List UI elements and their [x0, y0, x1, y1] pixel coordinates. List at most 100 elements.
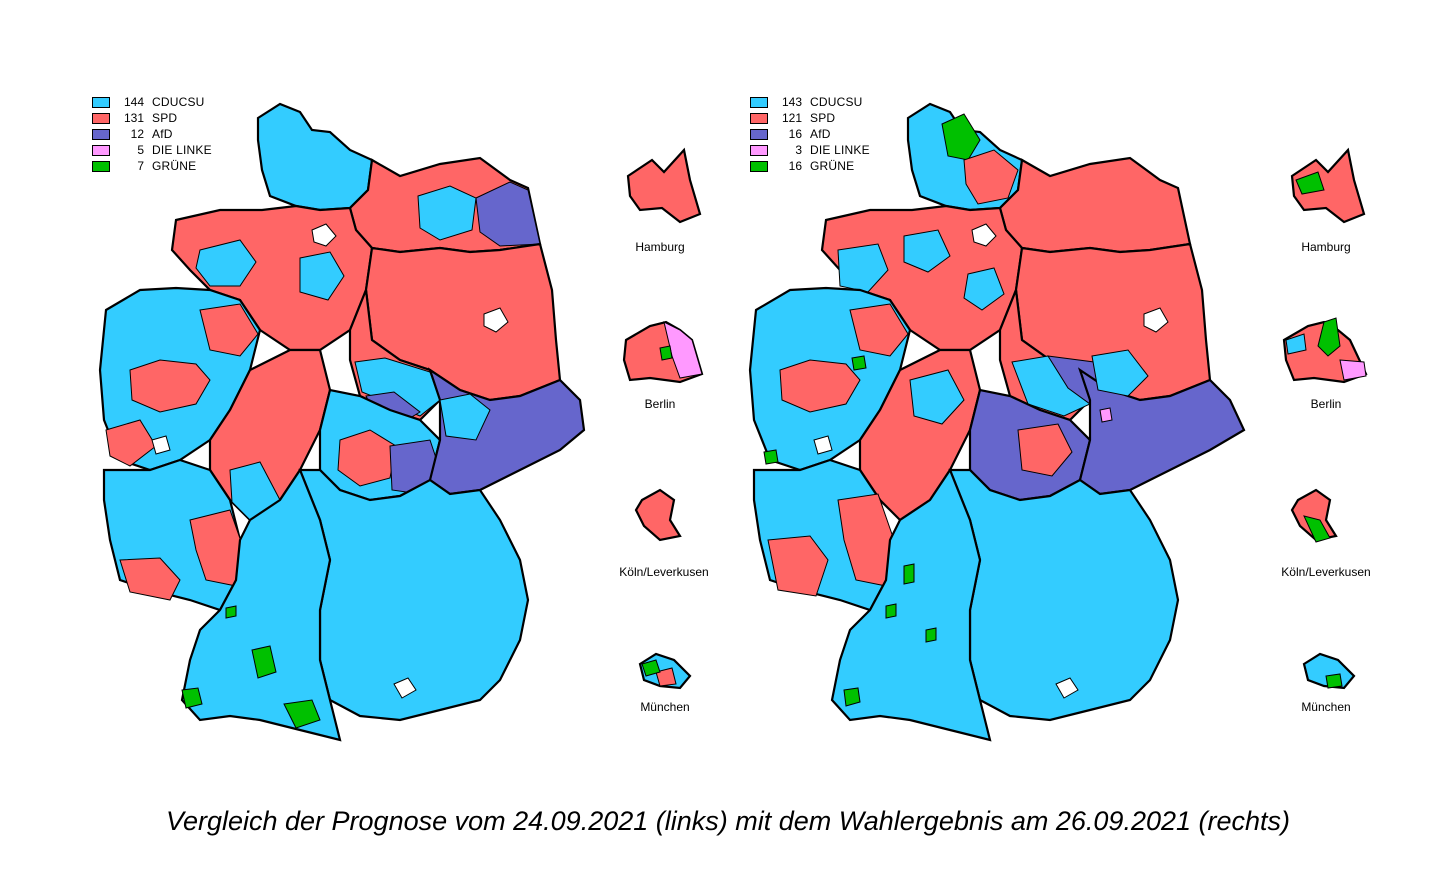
region-sh-spd: [963, 149, 1019, 205]
legend-seats: 131: [123, 111, 144, 125]
region-nrw-spd-west: [105, 419, 157, 467]
city-muenchen-hole: [393, 677, 417, 699]
forecast-legend: 144 CDUCSU 131 SPD 12 AfD 5 DIE LINKE 7 …: [92, 94, 212, 174]
legend-swatch-gruene: [750, 160, 768, 172]
legend-seats: 5: [137, 143, 144, 157]
region-bw-gruene3: [925, 627, 937, 643]
inset-label-muenchen: München: [640, 700, 690, 714]
legend-seats: 16: [788, 159, 802, 173]
inset-koeln: [1290, 488, 1338, 543]
region-nrw-spd-ruhr: [129, 359, 211, 413]
inset-label-muenchen: München: [1301, 700, 1351, 714]
city-koeln-hole: [151, 435, 171, 455]
legend-swatch-afd: [92, 128, 110, 140]
inset-label-koeln: Köln/Leverkusen: [1281, 565, 1371, 579]
legend-swatch-spd: [750, 112, 768, 124]
region-th-spd: [337, 429, 397, 487]
region-sh-gruene: [941, 113, 981, 161]
city-hamburg-hole: [311, 223, 337, 247]
forecast-panel: 144 CDUCSU 131 SPD 12 AfD 5 DIE LINKE 7 …: [0, 0, 728, 790]
legend-party: SPD: [810, 111, 836, 125]
region-bavaria: [298, 468, 530, 722]
city-berlin-hole: [483, 307, 509, 333]
city-hamburg-hole: [971, 223, 997, 247]
inset-berlin: [622, 320, 704, 384]
region-bw-gruene1: [903, 563, 915, 585]
region-hesse-cdu: [909, 369, 965, 425]
region-mv-cdu: [417, 185, 477, 241]
region-bw-gruene4: [225, 605, 237, 619]
region-bw-gruene3: [181, 687, 203, 709]
region-nrw-spd-ruhr: [779, 359, 861, 413]
inset-label-hamburg: Hamburg: [635, 240, 685, 254]
legend-party: CDUCSU: [152, 95, 205, 109]
region-saxony-cdu: [439, 393, 491, 441]
region-bw-gruene2: [283, 699, 321, 729]
legend-swatch-linke: [92, 144, 110, 156]
legend-seats: 12: [130, 127, 144, 141]
legend-swatch-linke: [750, 144, 768, 156]
figure-caption: Vergleich der Prognose vom 24.09.2021 (l…: [165, 806, 1291, 836]
legend-row-afd: 16 AfD: [750, 126, 870, 142]
region-bw: [830, 467, 992, 742]
legend-row-afd: 12 AfD: [92, 126, 212, 142]
legend-party: AfD: [152, 127, 173, 141]
legend-row-cducsu: 144 CDUCSU: [92, 94, 212, 110]
legend-seats: 16: [788, 127, 802, 141]
inset-koeln: [634, 488, 682, 542]
city-berlin-hole: [1143, 307, 1169, 333]
region-saxony-cdu: [1091, 349, 1149, 397]
region-nrw-spd-east: [199, 303, 259, 357]
legend-seats: 143: [781, 95, 802, 109]
inset-label-berlin: Berlin: [644, 397, 676, 411]
legend-party: GRÜNE: [152, 159, 197, 173]
region-bw-gruene1: [251, 645, 277, 679]
region-saarland: [119, 557, 181, 601]
inset-hamburg: [626, 147, 702, 224]
legend-row-linke: 5 DIE LINKE: [92, 142, 212, 158]
legend-swatch-cducsu: [92, 96, 110, 108]
region-mecklenburg: [998, 156, 1192, 254]
city-koeln-hole: [813, 435, 833, 455]
legend-swatch-afd: [750, 128, 768, 140]
legend-swatch-cducsu: [750, 96, 768, 108]
region-saarland: [767, 535, 829, 597]
legend-party: AfD: [810, 127, 831, 141]
inset-berlin: [1282, 317, 1368, 384]
region-schleswig-holstein: [256, 102, 374, 212]
region-sa-cdu: [354, 357, 441, 417]
inset-label-berlin: Berlin: [1310, 397, 1342, 411]
legend-row-gruene: 16 GRÜNE: [750, 158, 870, 174]
legend-seats: 3: [795, 143, 802, 157]
region-ns-cdu3: [963, 267, 1005, 311]
legend-row-spd: 131 SPD: [92, 110, 212, 126]
inset-muenchen: [1302, 652, 1356, 690]
region-nrw-spd-east: [849, 303, 909, 357]
region-ns-cdu2: [299, 251, 345, 301]
legend-row-gruene: 7 GRÜNE: [92, 158, 212, 174]
inset-hamburg: [1290, 147, 1366, 224]
region-nrw-gruene: [851, 355, 867, 371]
legend-seats: 121: [781, 111, 802, 125]
region-ns-cdu1: [195, 239, 257, 287]
legend-row-spd: 121 SPD: [750, 110, 870, 126]
result-panel: 143 CDUCSU 121 SPD 16 AfD 3 DIE LINKE 16…: [728, 0, 1456, 790]
legend-seats: 7: [137, 159, 144, 173]
region-saxony: [1077, 367, 1246, 496]
inset-label-hamburg: Hamburg: [1301, 240, 1351, 254]
legend-row-linke: 3 DIE LINKE: [750, 142, 870, 158]
legend-party: DIE LINKE: [152, 143, 212, 157]
legend-party: SPD: [152, 111, 178, 125]
forecast-map: [98, 102, 704, 742]
legend-row-cducsu: 143 CDUCSU: [750, 94, 870, 110]
result-legend: 143 CDUCSU 121 SPD 16 AfD 3 DIE LINKE 16…: [750, 94, 870, 174]
city-muenchen-hole: [1055, 677, 1079, 699]
result-map: [748, 102, 1368, 742]
legend-party: DIE LINKE: [810, 143, 870, 157]
legend-seats: 144: [123, 95, 144, 109]
region-saxony-linke: [1099, 407, 1113, 423]
region-bw-gruene2: [885, 603, 897, 619]
legend-party: GRÜNE: [810, 159, 855, 173]
legend-swatch-gruene: [92, 160, 110, 172]
legend-party: CDUCSU: [810, 95, 863, 109]
